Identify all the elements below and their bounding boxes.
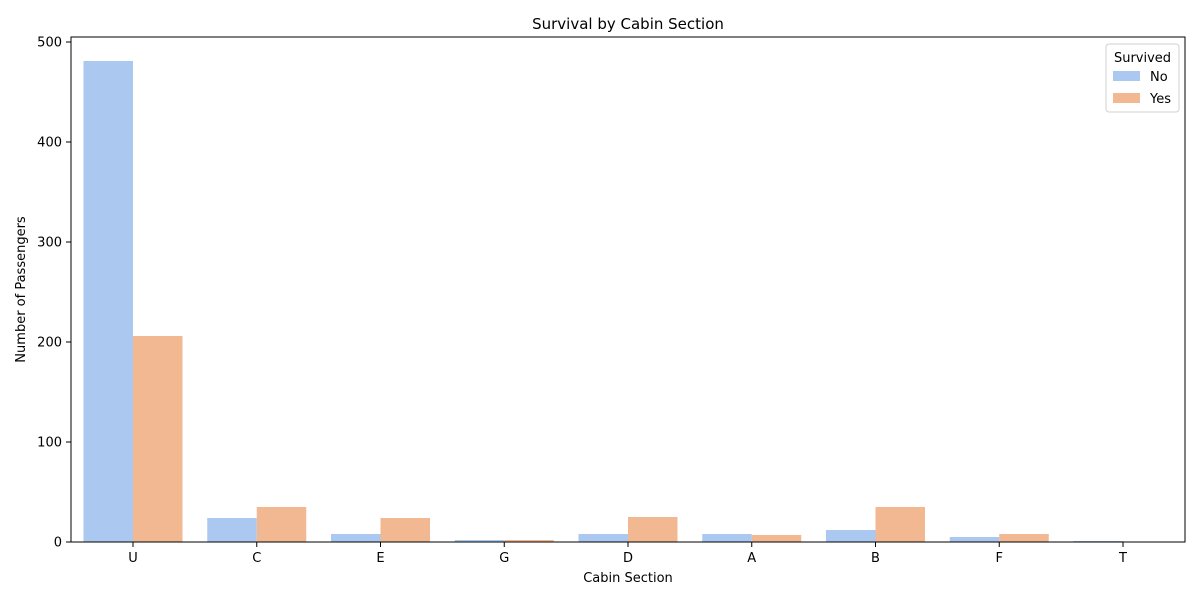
chart-title: Survival by Cabin Section [532,15,724,33]
y-axis: 0 100 200 300 400 500 [37,36,71,551]
legend-label-no: No [1150,70,1168,85]
bar-yes-c [256,507,307,542]
x-tick-label: C [252,551,261,566]
x-tick-label: D [623,551,633,566]
bar-no-d [578,534,628,542]
legend-swatch-yes [1113,93,1140,103]
x-tick-label: B [871,551,880,566]
x-tick-label: F [996,551,1003,566]
bar-yes-b [875,507,925,542]
bar-no-f [949,537,1000,542]
legend-swatch-no [1113,71,1140,81]
y-tick-label: 500 [37,36,62,51]
bar-no-c [207,518,257,542]
bar-no-g [454,540,505,542]
bar-yes-a [751,535,802,542]
legend-label-yes: Yes [1149,92,1171,107]
legend-title: Survived [1114,51,1171,66]
x-tick-label: A [747,551,756,566]
bars-group [83,61,1123,542]
y-tick-label: 200 [37,336,62,351]
y-tick-label: 0 [54,536,62,551]
x-tick-label: E [376,551,384,566]
bar-yes-f [999,534,1049,542]
bar-no-b [826,530,876,542]
legend-entries: No Yes [1113,70,1171,107]
y-axis-label: Number of Passengers [14,216,29,363]
bar-no-a [702,534,752,542]
legend: Survived No Yes [1105,43,1180,113]
x-tick-label: G [499,551,509,566]
bar-no-u [83,61,133,542]
x-tick-label: T [1118,551,1127,566]
bar-yes-d [628,517,678,542]
plot-frame [70,36,1186,543]
y-tick-label: 400 [37,136,62,151]
bar-yes-u [133,336,183,542]
bar-no-e [331,534,381,542]
y-tick-label: 300 [37,236,62,251]
y-tick-label: 100 [37,436,62,451]
bar-yes-g [504,540,554,542]
x-axis-label: Cabin Section [583,571,673,586]
x-tick-label: U [128,551,138,566]
bar-yes-e [380,518,430,542]
